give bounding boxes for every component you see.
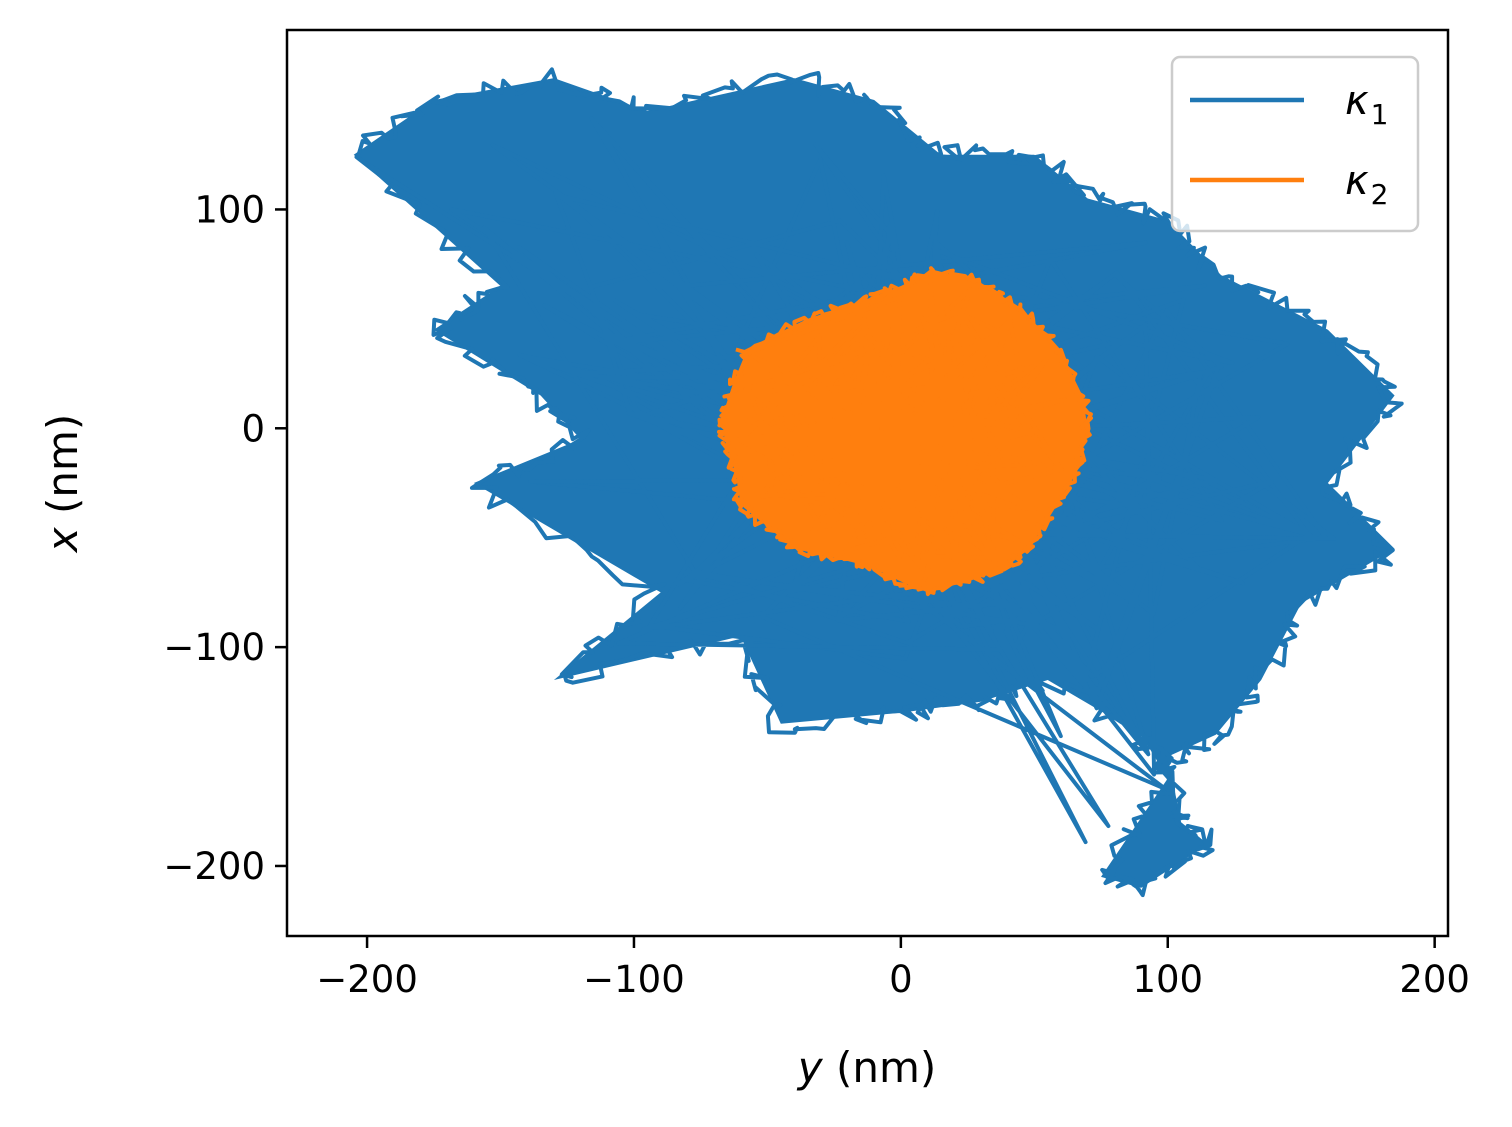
- y-tick-label: −100: [163, 626, 265, 669]
- x-tick-label: 100: [1132, 958, 1203, 1001]
- x-tick-label: 0: [889, 958, 913, 1001]
- legend: κ1 κ2: [1170, 55, 1420, 233]
- x-tick-label: −200: [316, 958, 418, 1001]
- series-1-trajectory: [717, 266, 1093, 597]
- plot-frame: [285, 28, 1450, 938]
- y-tick-label: 0: [241, 407, 265, 450]
- legend-entry-kappa-1: κ1: [1345, 78, 1388, 131]
- y-axis-label: x (nm): [38, 414, 87, 555]
- x-tick-label: 200: [1399, 958, 1470, 1001]
- y-tick-label: −200: [163, 845, 265, 888]
- series-0-trajectory: [354, 67, 1404, 898]
- ticks-layer: −200 −100 0 100 200 −200 −100 0 100: [163, 188, 1470, 1001]
- y-tick-label: 100: [194, 188, 265, 231]
- x-tick-label: −100: [583, 958, 685, 1001]
- series-layer: [353, 67, 1404, 898]
- legend-entry-kappa-2: κ2: [1345, 158, 1388, 211]
- x-axis-label: y (nm): [796, 1043, 937, 1092]
